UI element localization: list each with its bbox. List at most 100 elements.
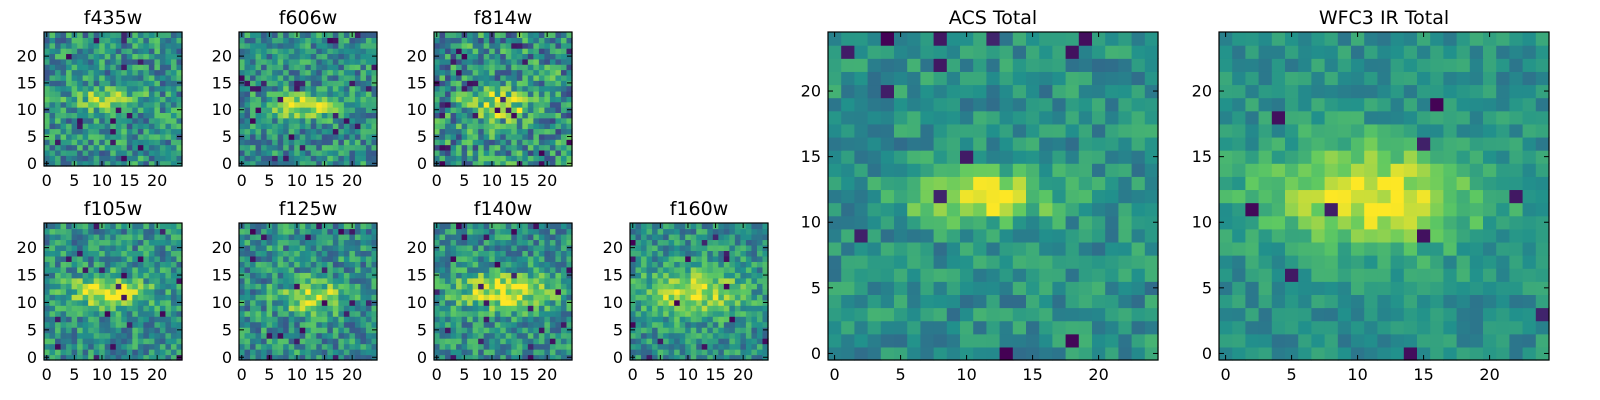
heatmap-cell xyxy=(696,288,703,295)
heatmap-cell xyxy=(360,349,367,356)
heatmap-cell xyxy=(707,338,714,345)
heatmap-cell xyxy=(549,233,557,241)
heatmap-cell xyxy=(371,58,378,65)
heatmap-cell xyxy=(511,80,518,87)
heatmap-cell xyxy=(115,80,122,87)
heatmap-cell xyxy=(500,277,507,284)
heatmap-cell xyxy=(82,261,89,268)
heatmap-cell xyxy=(439,32,446,38)
heatmap-cell xyxy=(371,101,378,108)
heatmap-cell xyxy=(49,133,56,140)
heatmap-cell xyxy=(880,281,895,295)
heatmap-cell xyxy=(176,64,183,71)
heatmap-cell xyxy=(261,223,268,230)
heatmap-cell xyxy=(71,53,78,60)
heatmap-cell xyxy=(288,277,295,284)
heatmap-cell xyxy=(439,144,446,151)
heatmap-cell xyxy=(332,283,339,290)
heatmap-cell xyxy=(82,123,89,130)
heatmap-cell xyxy=(1012,215,1027,230)
heatmap-cell xyxy=(1039,241,1053,256)
heatmap-cell xyxy=(244,277,251,284)
heatmap-cell xyxy=(635,250,642,257)
heatmap-cell xyxy=(343,244,350,251)
heatmap-cell xyxy=(461,96,468,103)
heatmap-cell xyxy=(751,299,758,306)
heatmap-cell xyxy=(93,144,100,151)
heatmap-cell xyxy=(143,85,150,92)
heatmap-cell xyxy=(560,233,568,241)
heatmap-cell xyxy=(880,333,895,348)
heatmap-cell xyxy=(49,101,56,108)
heatmap-cell xyxy=(434,117,441,124)
heatmap-cell xyxy=(148,266,155,273)
heatmap-cell xyxy=(1026,228,1040,243)
heatmap-cell xyxy=(867,307,882,322)
heatmap-cell xyxy=(327,48,334,55)
heatmap-cell xyxy=(77,37,84,44)
heatmap-cell xyxy=(555,223,562,230)
heatmap-cell xyxy=(99,96,106,103)
heatmap-cell xyxy=(148,139,155,146)
heatmap-cell xyxy=(316,228,323,235)
heatmap-cell xyxy=(828,255,842,269)
heatmap-cell xyxy=(489,250,496,257)
heatmap-cell xyxy=(71,299,78,306)
heatmap-cell xyxy=(360,283,367,290)
heatmap-cell xyxy=(489,74,496,81)
heatmap-cell xyxy=(566,42,573,49)
heatmap-cell xyxy=(566,155,573,162)
heatmap-cell xyxy=(82,338,89,345)
heatmap-cell xyxy=(148,305,155,312)
heatmap-cell xyxy=(360,354,367,361)
heatmap-cell xyxy=(467,223,474,230)
heatmap-cell xyxy=(933,268,948,282)
heatmap-cell xyxy=(630,283,637,290)
heatmap-cell xyxy=(343,266,350,273)
heatmap-cell xyxy=(854,307,869,322)
heatmap-cell xyxy=(272,244,279,251)
heatmap-cell xyxy=(244,117,251,124)
heatmap-cell xyxy=(244,48,251,55)
heatmap-cell xyxy=(718,244,725,251)
heatmap-cell xyxy=(762,266,769,273)
heatmap-cell xyxy=(132,90,139,97)
heatmap-cell xyxy=(522,250,529,257)
heatmap-cell xyxy=(560,107,568,113)
heatmap-cell xyxy=(960,241,974,256)
heatmap-cell xyxy=(288,321,295,328)
heatmap-cell xyxy=(461,266,468,273)
heatmap-cell xyxy=(143,233,150,241)
heatmap-cell xyxy=(321,101,328,108)
heatmap-cell xyxy=(516,343,523,350)
heatmap-cell xyxy=(566,310,573,317)
heatmap-cell xyxy=(272,310,279,317)
heatmap-cell xyxy=(327,42,334,49)
heatmap-cell xyxy=(560,85,568,92)
heatmap-cell xyxy=(439,107,446,113)
heatmap-cell xyxy=(500,42,507,49)
heatmap-cell xyxy=(299,48,306,55)
heatmap-cell xyxy=(250,42,257,49)
heatmap-cell xyxy=(1105,281,1119,295)
heatmap-cell xyxy=(986,307,1001,322)
heatmap-cell xyxy=(349,123,356,130)
heatmap-cell xyxy=(522,133,529,140)
heatmap-cell xyxy=(549,244,557,251)
heatmap-cell xyxy=(110,277,117,284)
heatmap-cell xyxy=(327,128,334,135)
heatmap-cell xyxy=(299,272,306,279)
heatmap-cell xyxy=(920,228,935,243)
heatmap-cell xyxy=(1065,255,1080,269)
heatmap-cell xyxy=(489,349,496,356)
heatmap-cell xyxy=(266,349,273,356)
heatmap-cell xyxy=(338,144,345,151)
heatmap-cell xyxy=(841,189,855,204)
heatmap-cell xyxy=(365,107,373,113)
heatmap-cell xyxy=(685,233,692,241)
heatmap-cell xyxy=(723,261,730,268)
heatmap-cell xyxy=(343,283,350,290)
heatmap-cell xyxy=(522,48,529,55)
heatmap-cell xyxy=(723,244,730,251)
heatmap-cell xyxy=(1092,307,1106,322)
